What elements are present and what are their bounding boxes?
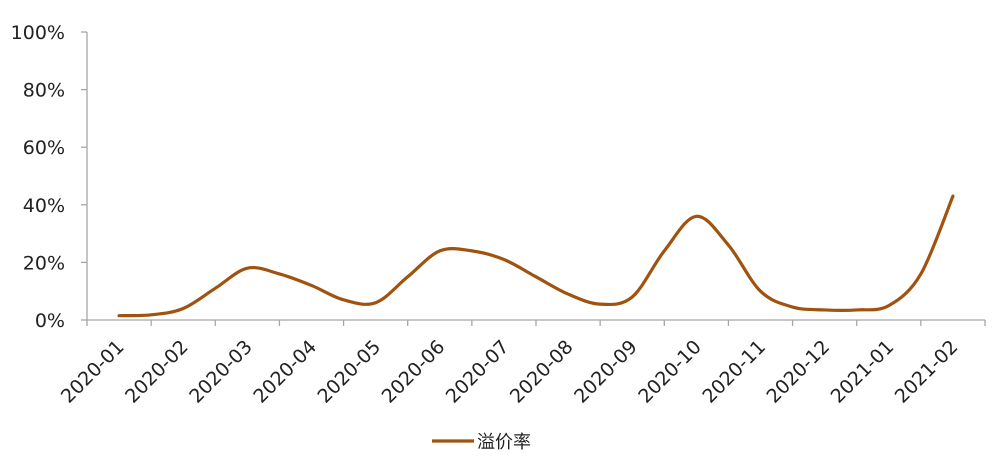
- x-tick-label: 2021-01: [827, 336, 899, 408]
- x-tick-label: 2020-06: [378, 336, 450, 408]
- x-tick-label: 2020-11: [698, 336, 770, 408]
- x-tick-label: 2020-01: [57, 336, 129, 408]
- legend-label: 溢价率: [477, 432, 531, 453]
- x-axis: 2020-012020-022020-032020-042020-052020-…: [57, 319, 986, 408]
- x-tick-label: 2020-02: [121, 336, 193, 408]
- x-tick-label: 2020-10: [634, 336, 706, 408]
- x-tick-label: 2020-07: [442, 336, 514, 408]
- y-tick-label: 60%: [23, 137, 65, 159]
- series-line: [117, 194, 955, 318]
- y-tick-label: 40%: [23, 195, 65, 217]
- plot-area: [117, 194, 955, 318]
- y-tick-label: 0%: [35, 310, 65, 332]
- legend: 溢价率: [432, 432, 531, 453]
- x-tick-label: 2020-03: [185, 336, 257, 408]
- y-tick-label: 80%: [23, 80, 65, 102]
- x-tick-label: 2020-08: [506, 336, 578, 408]
- x-tick-label: 2021-02: [891, 336, 963, 408]
- x-tick-label: 2020-05: [313, 336, 385, 408]
- y-axis: 0% 20% 40% 60% 80% 100%: [11, 22, 88, 332]
- y-tick-label: 20%: [23, 252, 65, 274]
- x-tick-label: 2020-04: [249, 336, 321, 408]
- y-tick-label: 100%: [11, 22, 65, 44]
- x-tick-label: 2020-09: [570, 336, 642, 408]
- x-tick-label: 2020-12: [762, 336, 834, 408]
